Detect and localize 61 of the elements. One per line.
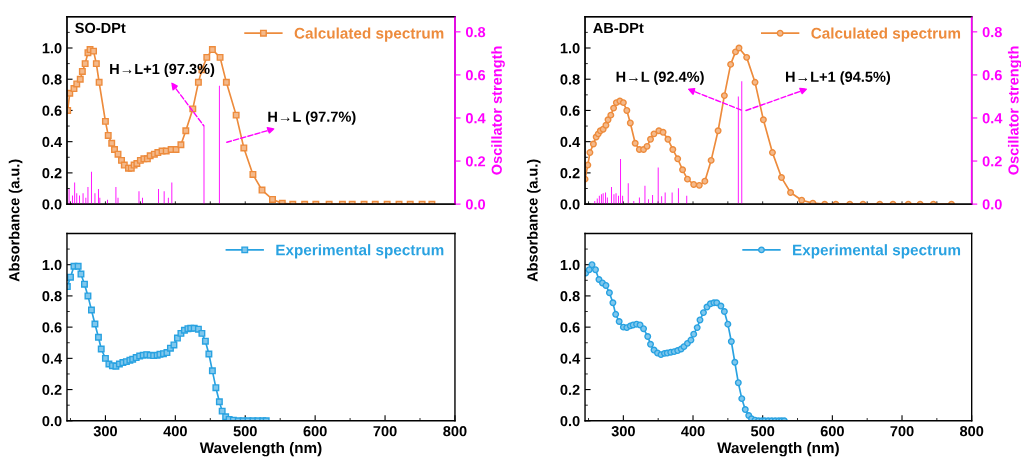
y-tick-label: 0.8 bbox=[42, 74, 62, 85]
y-tick-label: 0.0 bbox=[42, 199, 62, 210]
y-tick-label: 0.2 bbox=[560, 384, 580, 395]
y-tick-label: 0.8 bbox=[560, 74, 580, 85]
legend-label: Calculated spectrum bbox=[811, 27, 961, 42]
y-tick-label: 0.2 bbox=[42, 384, 62, 395]
legend-label: Calculated spectrum bbox=[294, 27, 444, 42]
y-tick-label: 0.4 bbox=[42, 136, 63, 148]
y-tick-label: 1.0 bbox=[42, 259, 62, 271]
y2-axis-title: Oscillator strength bbox=[491, 46, 505, 175]
x-tick-label: 600 bbox=[820, 426, 844, 437]
y2-tick-label: 0.8 bbox=[982, 26, 1002, 38]
y2-tick-label: 0.0 bbox=[465, 199, 486, 210]
x-tick-label: 300 bbox=[611, 426, 635, 437]
y-tick-label: 0.8 bbox=[42, 291, 62, 302]
y2-tick-label: 0.0 bbox=[982, 199, 1002, 210]
annotation: H→L+1 (94.5%) bbox=[786, 71, 891, 85]
annotation: H→L (92.4%) bbox=[616, 71, 704, 85]
y2-tick-label: 0.2 bbox=[982, 156, 1002, 167]
y-tick-label: 0.4 bbox=[42, 353, 63, 364]
x-tick-label: 500 bbox=[233, 426, 257, 437]
x-tick-label: 700 bbox=[373, 426, 397, 437]
x-tick-label: 800 bbox=[443, 426, 467, 437]
y-tick-label: 0.4 bbox=[560, 136, 581, 148]
chart-title: AB-DPt bbox=[593, 22, 644, 34]
y-tick-label: 0.2 bbox=[42, 167, 62, 179]
y-tick-label: 1.0 bbox=[42, 43, 62, 54]
x-tick-label: 700 bbox=[890, 426, 914, 437]
x-tick-label: 600 bbox=[303, 426, 327, 437]
chart-title: SO-DPt bbox=[75, 22, 126, 34]
y2-tick-label: 0.6 bbox=[982, 70, 1002, 81]
y-tick-label: 1.0 bbox=[560, 259, 580, 271]
y-axis-title: Absorbance (a.u.) bbox=[526, 159, 541, 282]
y-tick-label: 1.0 bbox=[560, 43, 580, 54]
x-tick-label: 400 bbox=[681, 426, 705, 437]
y-tick-label: 0.0 bbox=[560, 199, 580, 210]
y-axis-title: Absorbance (a.u.) bbox=[8, 159, 23, 282]
y-tick-label: 0.6 bbox=[42, 322, 62, 333]
y-tick-label: 0.0 bbox=[42, 415, 62, 427]
y-tick-label: 0.0 bbox=[560, 415, 580, 427]
legend-label: Experimental spectrum bbox=[793, 244, 961, 259]
x-tick-label: 400 bbox=[163, 426, 187, 437]
x-tick-label: 300 bbox=[93, 426, 117, 437]
y2-tick-label: 0.4 bbox=[982, 113, 1003, 124]
x-axis-title: Wavelength (nm) bbox=[199, 442, 322, 457]
x-axis-title: Wavelength (nm) bbox=[717, 442, 839, 457]
y2-tick-label: 0.4 bbox=[465, 113, 486, 124]
y2-tick-label: 0.6 bbox=[465, 70, 486, 81]
y-tick-label: 0.6 bbox=[42, 105, 62, 116]
y-tick-label: 0.2 bbox=[560, 167, 580, 179]
annotation: H→L (97.7%) bbox=[268, 111, 356, 125]
x-tick-label: 800 bbox=[959, 426, 984, 437]
y-tick-label: 0.6 bbox=[560, 322, 580, 333]
y2-axis-title: Oscillator strength bbox=[1007, 46, 1021, 175]
y-tick-label: 0.6 bbox=[560, 105, 580, 116]
y-tick-label: 0.4 bbox=[560, 353, 581, 364]
y-tick-label: 0.8 bbox=[560, 291, 580, 302]
y2-tick-label: 0.2 bbox=[465, 156, 486, 167]
legend-label: Experimental spectrum bbox=[276, 244, 444, 259]
y2-tick-label: 0.8 bbox=[465, 26, 486, 38]
x-tick-label: 500 bbox=[750, 426, 775, 437]
